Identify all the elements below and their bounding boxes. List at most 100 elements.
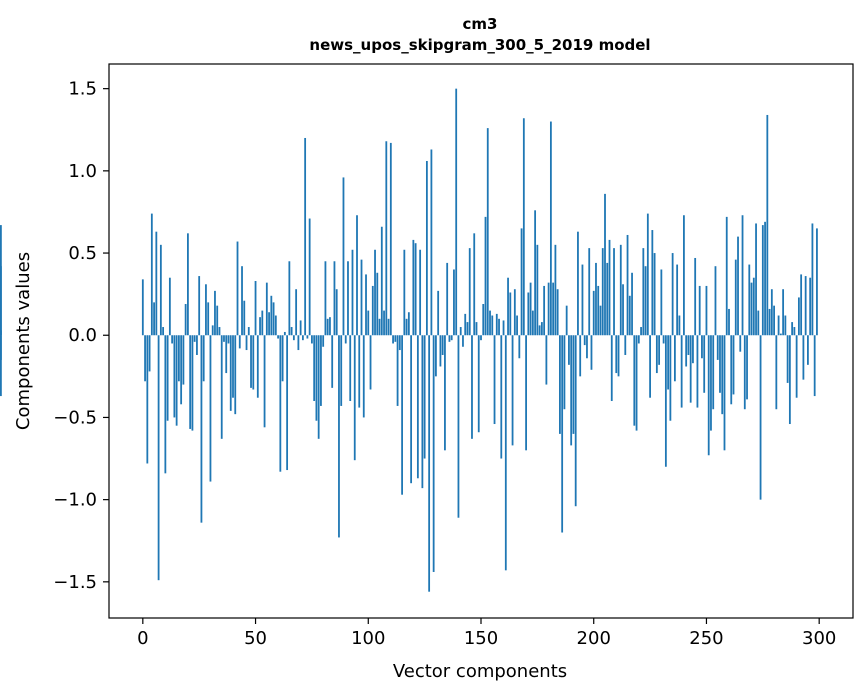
bar <box>748 264 751 336</box>
bar <box>387 318 390 336</box>
bar <box>412 239 415 336</box>
bar <box>466 322 469 336</box>
bar <box>676 264 679 336</box>
bar <box>626 234 629 336</box>
bar <box>155 231 158 336</box>
y-tick-label: −1.5 <box>53 572 97 593</box>
bar <box>800 274 803 336</box>
bar <box>207 302 210 336</box>
bar <box>475 322 478 336</box>
bar <box>290 327 293 336</box>
bar <box>581 264 584 336</box>
bar <box>457 335 460 518</box>
bar <box>816 228 818 336</box>
bar <box>662 335 665 344</box>
bar <box>374 249 376 336</box>
bar-series <box>0 88 818 592</box>
bar <box>673 335 676 382</box>
bar <box>509 292 512 336</box>
y-tick-label: 0.0 <box>68 325 97 346</box>
bar <box>462 335 464 347</box>
x-axis-label: Vector components <box>393 661 567 682</box>
bar <box>520 228 523 336</box>
bar <box>356 215 358 336</box>
bar <box>775 335 778 410</box>
bar <box>579 335 582 377</box>
bar <box>599 305 602 336</box>
bar <box>385 141 388 336</box>
bar <box>245 335 248 351</box>
bar <box>335 289 338 336</box>
bar <box>347 261 349 336</box>
bar <box>795 335 798 398</box>
bar <box>331 335 334 388</box>
bar <box>317 335 320 439</box>
bar <box>430 149 433 336</box>
bar <box>651 230 654 336</box>
bar <box>299 320 302 336</box>
bar <box>631 272 633 336</box>
bar <box>572 335 575 434</box>
bar <box>292 335 295 341</box>
bar <box>516 315 518 336</box>
bar <box>793 327 796 336</box>
bar <box>196 335 198 355</box>
bar <box>148 335 151 372</box>
bar <box>543 285 546 336</box>
bar <box>583 335 586 346</box>
bar <box>214 290 216 336</box>
bar <box>349 335 352 402</box>
bar <box>617 335 620 377</box>
bar <box>719 335 721 393</box>
bar <box>667 335 670 390</box>
bar <box>173 335 176 418</box>
bar <box>398 335 401 351</box>
bar <box>259 317 261 336</box>
bar <box>428 335 431 592</box>
bar <box>286 335 289 471</box>
bar <box>502 320 505 336</box>
bar <box>577 231 579 336</box>
bar <box>782 289 785 336</box>
bar <box>495 313 498 336</box>
bar <box>272 302 275 336</box>
chart-subtitle: news_upos_skipgram_300_5_2019 model <box>309 36 650 54</box>
bar <box>513 289 516 336</box>
x-tick-label: 250 <box>689 628 723 649</box>
bar <box>383 310 385 336</box>
bar <box>660 269 663 336</box>
bar <box>807 335 809 365</box>
bar <box>766 114 769 336</box>
bar <box>187 233 189 336</box>
bar <box>180 335 183 405</box>
bar <box>446 262 449 336</box>
bar <box>534 210 537 336</box>
bar <box>268 312 270 336</box>
bar <box>755 223 757 336</box>
bar <box>507 277 509 336</box>
bar <box>157 335 160 581</box>
bar <box>750 282 753 336</box>
bar <box>595 262 597 336</box>
bar <box>369 335 372 390</box>
bar <box>247 327 250 336</box>
bar <box>640 327 642 336</box>
bar <box>788 335 791 425</box>
bar <box>770 289 773 336</box>
bar <box>601 248 604 336</box>
bar <box>283 331 286 336</box>
bar <box>764 221 766 336</box>
bar <box>0 335 2 397</box>
bar <box>739 335 742 352</box>
x-tick-label: 0 <box>137 628 148 649</box>
bar <box>416 335 419 479</box>
bar <box>687 335 690 355</box>
bar <box>802 335 805 380</box>
bar <box>229 335 232 411</box>
bar <box>723 335 726 451</box>
bar <box>725 216 728 336</box>
bar <box>664 335 667 467</box>
bar <box>527 292 530 336</box>
bar <box>658 335 661 365</box>
bar <box>522 118 525 336</box>
